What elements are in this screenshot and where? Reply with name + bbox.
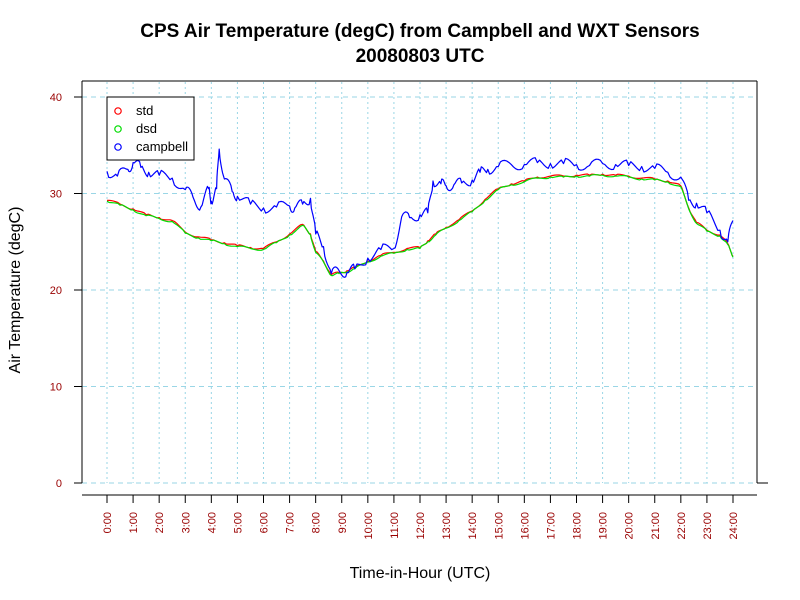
legend: std dsd campbell xyxy=(106,96,195,161)
x-tick-label: 10:00 xyxy=(363,512,375,540)
x-tick-label: 7:00 xyxy=(285,512,297,533)
legend-marker-campbell xyxy=(114,143,122,151)
x-tick-label: 6:00 xyxy=(259,512,271,533)
x-tick-label: 15:00 xyxy=(493,512,505,540)
x-tick-label: 18:00 xyxy=(572,512,584,540)
y-tick-label: 10 xyxy=(50,382,62,394)
legend-label-campbell: campbell xyxy=(136,139,188,154)
y-tick-label: 0 xyxy=(56,478,62,490)
y-tick-label: 30 xyxy=(50,189,62,201)
legend-label-dsd: dsd xyxy=(136,121,157,136)
x-tick-label: 0:00 xyxy=(102,512,114,533)
x-tick-label: 17:00 xyxy=(545,512,557,540)
x-tick-label: 19:00 xyxy=(598,512,610,540)
x-tick-label: 2:00 xyxy=(154,512,166,533)
grid xyxy=(82,82,757,484)
x-tick-label: 11:00 xyxy=(389,512,401,539)
x-tick-label: 4:00 xyxy=(206,512,218,533)
x-tick-label: 14:00 xyxy=(467,512,479,540)
y-tick-label: 40 xyxy=(50,92,62,104)
x-axis-label: Time-in-Hour (UTC) xyxy=(350,565,491,582)
x-tick-label: 21:00 xyxy=(650,512,662,540)
x-tick-label: 22:00 xyxy=(676,512,688,540)
legend-label-std: std xyxy=(136,103,153,118)
y-tick-label: 20 xyxy=(50,285,62,297)
legend-marker-std xyxy=(114,107,122,115)
x-tick-label: 1:00 xyxy=(128,512,140,533)
x-tick-label: 13:00 xyxy=(441,512,453,540)
series-line-dsd xyxy=(106,174,734,277)
tick-layer: 0 10 20 30 40 0:00 1:00 2:00 3:00 4:00 5:00 6:00 7:0… xyxy=(50,92,740,540)
x-tick-label: 5:00 xyxy=(232,512,244,533)
y-axis-label: Air Temperature (degC) xyxy=(7,207,24,374)
x-tick-label: 23:00 xyxy=(702,512,714,540)
x-tick-label: 3:00 xyxy=(180,512,192,533)
x-tick-label: 9:00 xyxy=(337,512,349,533)
x-tick-label: 8:00 xyxy=(311,512,323,533)
x-tick-label: 12:00 xyxy=(415,512,427,540)
series-line-campbell xyxy=(106,148,734,278)
chart-title: CPS Air Temperature (degC) from Campbell… xyxy=(140,21,700,42)
x-tick-label: 24:00 xyxy=(728,512,740,540)
chart-subtitle: 20080803 UTC xyxy=(356,46,485,67)
x-tick-label: 16:00 xyxy=(519,512,531,540)
x-tick-label: 20:00 xyxy=(624,512,636,540)
legend-marker-dsd xyxy=(114,125,122,133)
series-layer xyxy=(106,148,734,278)
